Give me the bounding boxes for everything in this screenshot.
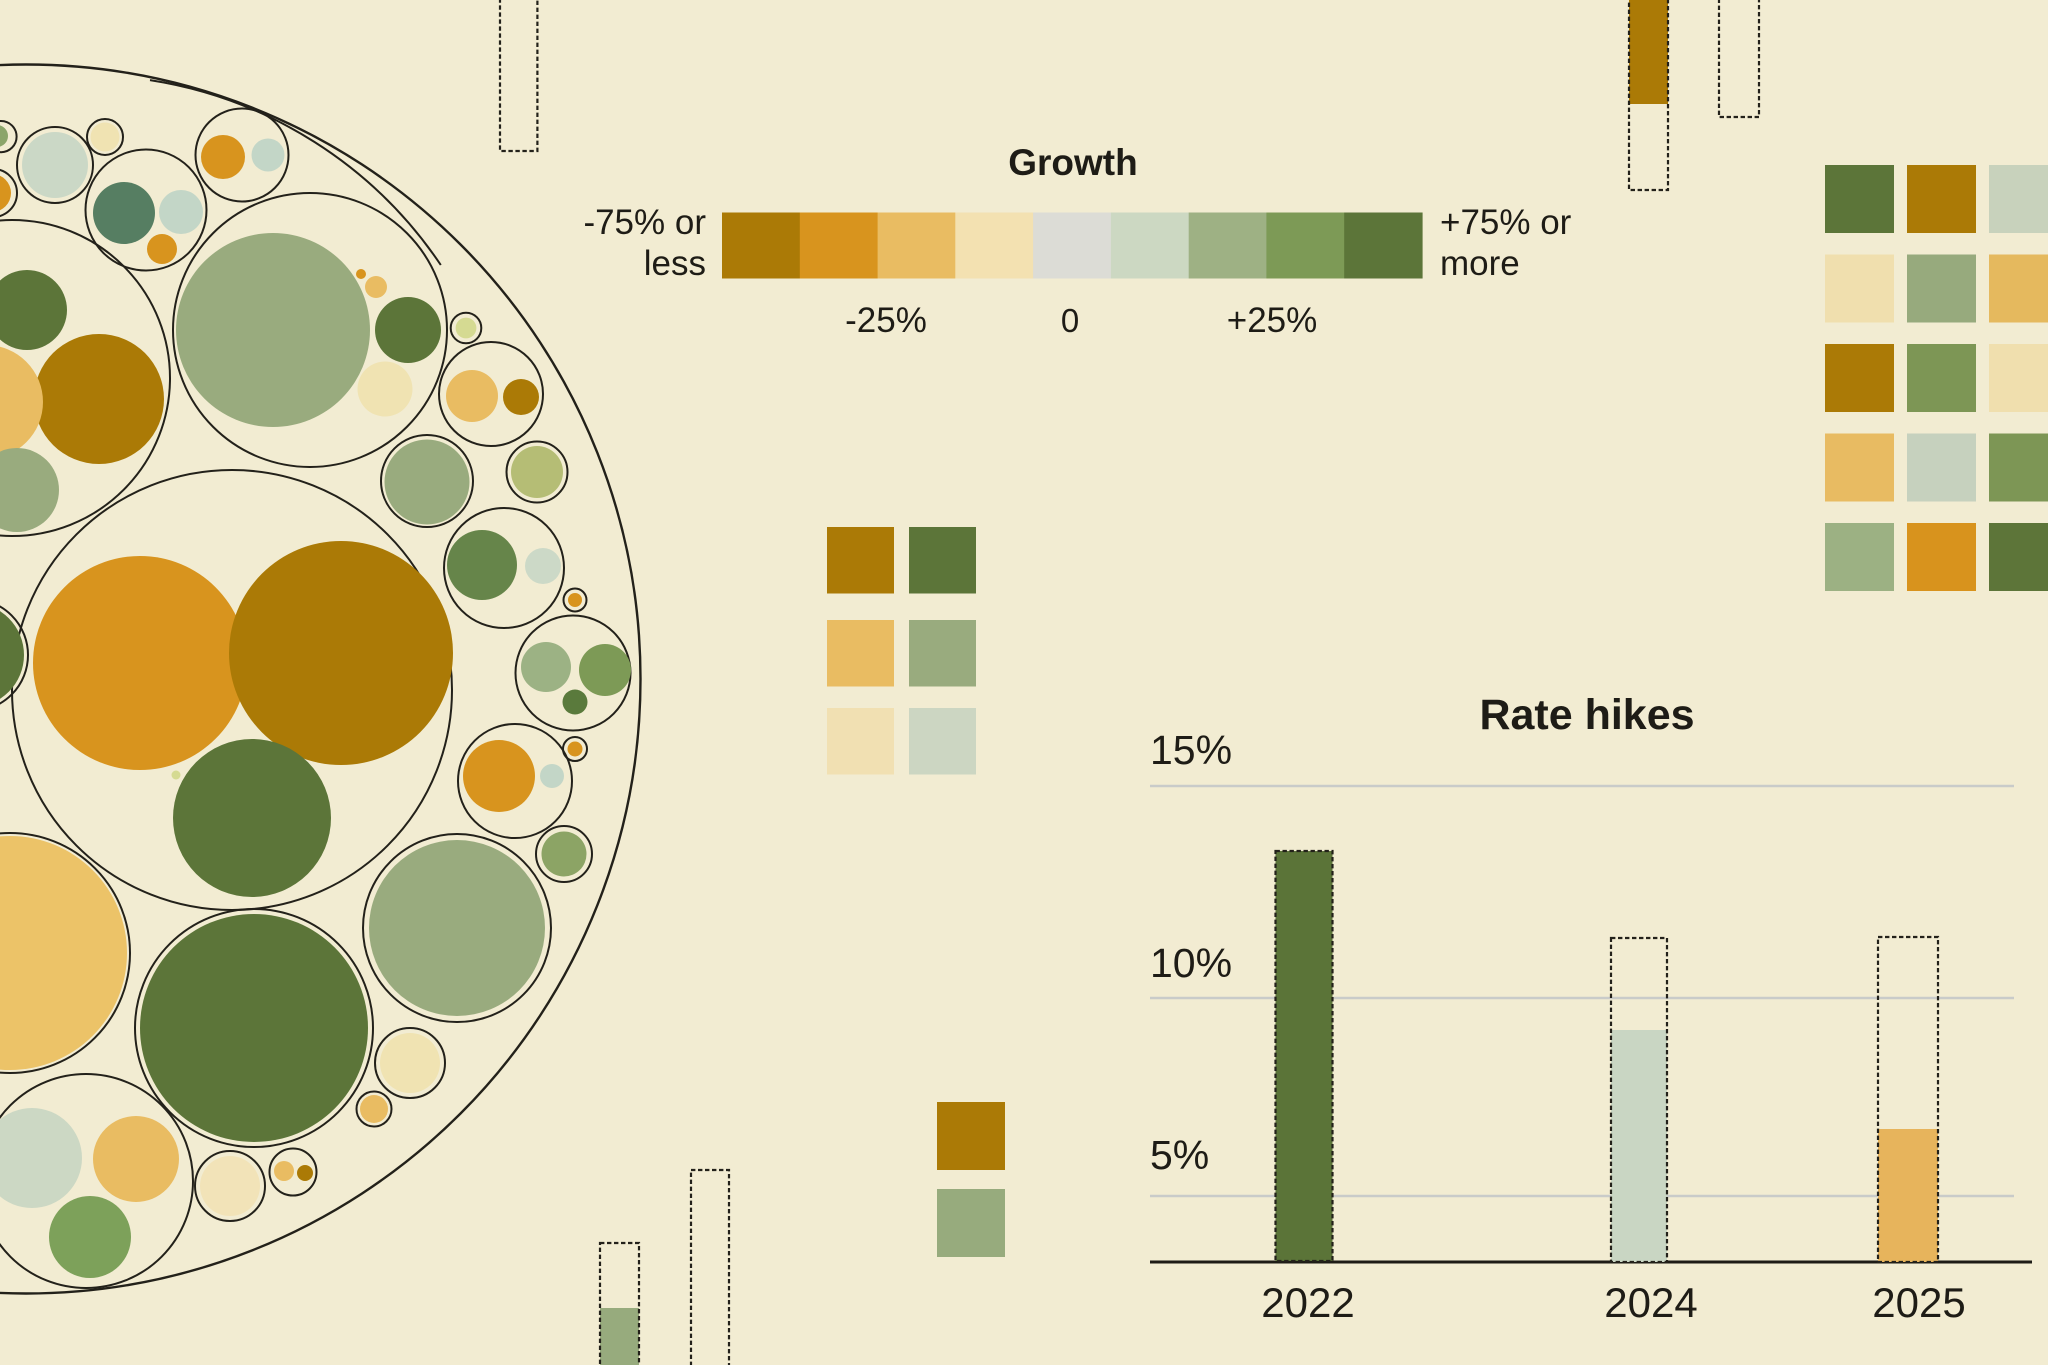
svg-text:2025: 2025: [1872, 1279, 1965, 1326]
svg-text:less: less: [644, 244, 706, 283]
svg-text:15%: 15%: [1150, 727, 1232, 773]
svg-text:2024: 2024: [1604, 1279, 1697, 1326]
svg-text:more: more: [1440, 244, 1520, 283]
svg-text:Rate hikes: Rate hikes: [1479, 691, 1694, 739]
svg-text:10%: 10%: [1150, 940, 1232, 986]
svg-text:-75% or: -75% or: [583, 203, 706, 242]
svg-text:0: 0: [1061, 302, 1079, 339]
svg-text:+75% or: +75% or: [1440, 203, 1572, 242]
svg-text:Growth: Growth: [1008, 142, 1137, 183]
svg-text:-25%: -25%: [845, 301, 927, 340]
svg-text:+25%: +25%: [1227, 301, 1318, 340]
svg-text:5%: 5%: [1150, 1132, 1209, 1178]
svg-text:2022: 2022: [1261, 1279, 1354, 1326]
